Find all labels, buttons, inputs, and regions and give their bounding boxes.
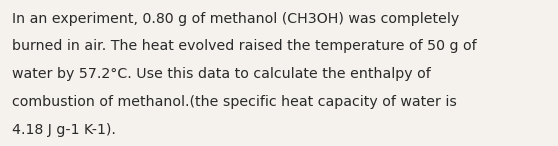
- Text: water by 57.2°C. Use this data to calculate the enthalpy of: water by 57.2°C. Use this data to calcul…: [12, 67, 431, 81]
- Text: burned in air. The heat evolved raised the temperature of 50 g of: burned in air. The heat evolved raised t…: [12, 39, 477, 53]
- Text: combustion of methanol.(the specific heat capacity of water is: combustion of methanol.(the specific hea…: [12, 95, 457, 109]
- Text: 4.18 J g-1 K-1).: 4.18 J g-1 K-1).: [12, 123, 116, 137]
- Text: In an experiment, 0.80 g of methanol (CH3OH) was completely: In an experiment, 0.80 g of methanol (CH…: [12, 12, 460, 26]
